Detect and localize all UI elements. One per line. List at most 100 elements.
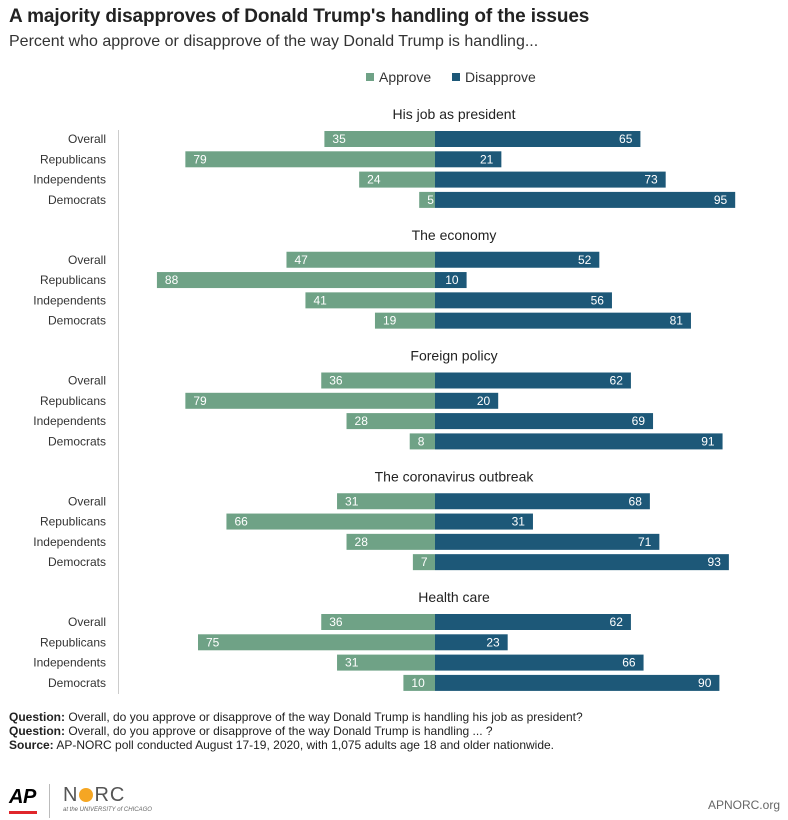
- data-label-approve: 79: [193, 394, 207, 408]
- data-label-approve: 5: [427, 193, 434, 207]
- data-label-disapprove: 68: [629, 494, 643, 508]
- legend: Approve Disapprove: [0, 69, 788, 87]
- bar-disapprove: [435, 151, 502, 168]
- category-label: Independents: [33, 656, 106, 670]
- category-label: Democrats: [48, 193, 106, 207]
- bar-disapprove: [435, 654, 644, 671]
- bar-disapprove: [435, 433, 723, 450]
- data-label-approve: 36: [329, 374, 343, 388]
- bar-disapprove: [435, 413, 654, 430]
- data-label-approve: 79: [193, 152, 207, 166]
- bar-approve: [419, 191, 435, 208]
- data-label-approve: 24: [367, 173, 381, 187]
- bar-disapprove: [435, 513, 533, 530]
- data-label-approve: 35: [332, 132, 346, 146]
- legend-swatch-disapprove: [452, 73, 460, 81]
- bar-disapprove: [435, 372, 631, 389]
- data-label-approve: 10: [411, 676, 425, 690]
- data-label-disapprove: 66: [622, 656, 636, 670]
- source-note: Source: AP-NORC poll conducted August 17…: [9, 738, 583, 752]
- data-label-approve: 7: [421, 555, 428, 569]
- category-label: Republicans: [40, 152, 106, 166]
- legend-label-disapprove: Disapprove: [465, 69, 536, 85]
- data-label-disapprove: 93: [708, 555, 722, 569]
- data-label-disapprove: 73: [644, 173, 658, 187]
- category-label: Republicans: [40, 273, 106, 287]
- data-label-approve: 47: [294, 253, 308, 267]
- bar-approve: [346, 413, 435, 430]
- category-label: Republicans: [40, 635, 106, 649]
- source-text: AP-NORC poll conducted August 17-19, 202…: [53, 738, 555, 752]
- category-label: Overall: [68, 132, 106, 146]
- bar-disapprove: [435, 634, 508, 651]
- data-label-disapprove: 90: [698, 676, 712, 690]
- chart-title: A majority disapproves of Donald Trump's…: [9, 6, 590, 27]
- category-label: Independents: [33, 535, 106, 549]
- data-label-approve: 41: [313, 293, 327, 307]
- category-label: Independents: [33, 414, 106, 428]
- category-label: Democrats: [48, 555, 106, 569]
- bar-approve: [305, 292, 435, 309]
- bar-disapprove: [435, 171, 666, 188]
- category-label: Democrats: [48, 676, 106, 690]
- bar-approve: [374, 312, 435, 329]
- bar-disapprove: [435, 674, 720, 691]
- data-label-approve: 66: [234, 515, 248, 529]
- bar-approve: [185, 392, 435, 409]
- data-label-disapprove: 69: [632, 414, 646, 428]
- data-label-approve: 19: [383, 314, 397, 328]
- data-label-disapprove: 21: [480, 152, 494, 166]
- data-label-disapprove: 95: [714, 193, 728, 207]
- data-label-approve: 28: [355, 535, 369, 549]
- category-label: Democrats: [48, 434, 106, 448]
- bar-approve: [403, 674, 435, 691]
- category-label: Overall: [68, 253, 106, 267]
- data-label-approve: 31: [345, 494, 359, 508]
- category-label: Overall: [68, 494, 106, 508]
- data-label-disapprove: 31: [512, 515, 526, 529]
- bar-disapprove: [435, 292, 612, 309]
- data-label-disapprove: 91: [701, 434, 715, 448]
- data-label-disapprove: 71: [638, 535, 652, 549]
- bar-approve: [321, 614, 435, 630]
- bar-approve: [156, 272, 436, 289]
- bar-disapprove: [435, 554, 729, 571]
- group-title: The coronavirus outbreak: [375, 468, 535, 484]
- data-label-approve: 8: [418, 434, 425, 448]
- bar-approve: [324, 131, 435, 147]
- norc-logo: N RC: [63, 784, 125, 807]
- bar-approve: [321, 372, 435, 389]
- bar-approve: [359, 171, 435, 188]
- norc-logo-n: N: [63, 784, 79, 806]
- data-label-approve: 28: [355, 414, 369, 428]
- bar-disapprove: [435, 312, 691, 329]
- logo-divider: [49, 784, 50, 818]
- data-label-disapprove: 62: [610, 374, 624, 388]
- norc-logo-rc: RC: [94, 784, 126, 806]
- source-label: Source:: [9, 738, 54, 752]
- data-label-approve: 36: [329, 615, 343, 629]
- bar-disapprove: [435, 533, 660, 550]
- bar-disapprove: [435, 191, 736, 208]
- norc-logo-sun-icon: [79, 788, 94, 802]
- group-title: The economy: [412, 227, 497, 243]
- norc-subtitle: at the UNIVERSITY of CHICAGO: [63, 807, 152, 813]
- logos: AP N RC at the UNIVERSITY of CHICAGO: [9, 784, 269, 818]
- bar-approve: [185, 151, 435, 168]
- bar-disapprove: [435, 272, 467, 289]
- chart-subtitle: Percent who approve or disapprove of the…: [9, 33, 539, 50]
- legend-item-approve[interactable]: Approve: [366, 69, 431, 85]
- category-label: Independents: [33, 173, 106, 187]
- question-note-2: Question: Overall, do you approve or dis…: [9, 724, 583, 738]
- site-url[interactable]: APNORC.org: [707, 798, 780, 812]
- data-label-disapprove: 65: [619, 132, 633, 146]
- footer-notes: Question: Overall, do you approve or dis…: [9, 710, 583, 752]
- question-text-1: Overall, do you approve or disapprove of…: [65, 710, 583, 724]
- category-label: Overall: [68, 615, 106, 629]
- data-label-disapprove: 62: [610, 615, 624, 629]
- data-label-disapprove: 23: [486, 635, 500, 649]
- legend-item-disapprove[interactable]: Disapprove: [452, 69, 536, 85]
- question-label-1: Question:: [9, 710, 65, 724]
- bar-approve: [337, 654, 435, 671]
- data-label-disapprove: 56: [591, 293, 605, 307]
